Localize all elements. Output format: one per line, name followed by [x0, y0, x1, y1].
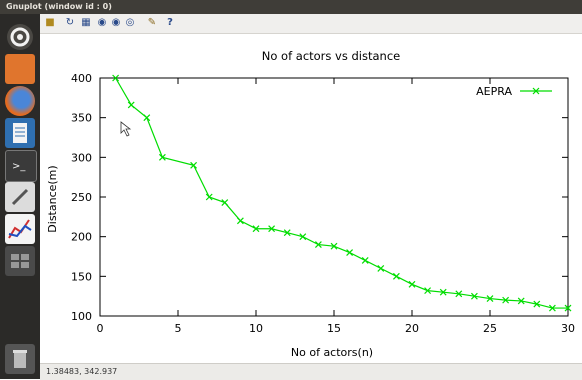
trash-icon[interactable] [5, 344, 35, 374]
x-tick-label: 30 [561, 322, 575, 335]
data-point [283, 229, 291, 237]
data-point [252, 225, 260, 233]
plot-frame [99, 77, 569, 317]
line-chart[interactable]: No of actors vs distance Distance(m) No … [40, 34, 582, 363]
grid-icon[interactable]: ▦ [81, 17, 91, 28]
gnuplot-icon[interactable] [5, 214, 35, 244]
data-point [158, 153, 166, 161]
data-point [236, 217, 244, 225]
x-tick-label: 20 [405, 322, 419, 335]
y-tick-label: 350 [71, 112, 92, 125]
data-point [112, 74, 120, 82]
terminal-icon[interactable]: >_ [5, 150, 37, 182]
ubuntu-dash-icon[interactable] [7, 24, 33, 50]
config-icon[interactable]: ✎ [147, 17, 157, 28]
replot-icon[interactable]: ↻ [65, 17, 75, 28]
data-point [439, 288, 447, 296]
firefox-icon[interactable] [5, 86, 35, 116]
autoscale-icon[interactable]: ◎ [125, 17, 135, 28]
data-point [533, 300, 541, 308]
data-point [564, 304, 572, 312]
gnuplot-toolbar: ■ ↻ ▦ ◉ ◉ ◎ ✎ ? [40, 14, 582, 34]
writer-icon[interactable] [5, 118, 35, 148]
y-tick-label: 200 [71, 231, 92, 244]
data-point [299, 233, 307, 241]
legend-label: AEPRA [476, 85, 512, 98]
data-point [455, 290, 463, 298]
data-point [205, 193, 213, 201]
copy-icon[interactable]: ■ [45, 17, 55, 28]
data-point [127, 101, 135, 109]
y-tick-label: 100 [71, 310, 92, 323]
y-tick-label: 150 [71, 270, 92, 283]
y-axis-label: Distance(m) [46, 165, 59, 232]
files-icon[interactable] [5, 54, 35, 84]
data-point [268, 225, 276, 233]
data-point [392, 272, 400, 280]
y-tick-label: 250 [71, 191, 92, 204]
chart-title: No of actors vs distance [262, 49, 401, 63]
x-tick-label: 15 [327, 322, 341, 335]
zoom-next-icon[interactable]: ◉ [111, 17, 121, 28]
data-point [517, 297, 525, 305]
x-tick-label: 25 [483, 322, 497, 335]
workspace-switcher-icon[interactable] [5, 246, 35, 276]
data-point [486, 295, 494, 302]
data-point [502, 296, 510, 304]
data-point [190, 161, 198, 169]
x-tick-label: 0 [97, 322, 104, 335]
window-titlebar: Gnuplot (window id : 0) [0, 0, 582, 14]
help-icon[interactable]: ? [167, 17, 173, 28]
y-tick-label: 300 [71, 151, 92, 164]
data-point [408, 280, 416, 288]
data-point [424, 287, 432, 295]
series-line-aepra [115, 77, 568, 309]
data-point [330, 242, 338, 250]
zoom-prev-icon[interactable]: ◉ [97, 17, 107, 28]
x-tick-label: 10 [249, 322, 263, 335]
data-point [377, 264, 385, 272]
mouse-cursor-icon [120, 121, 132, 137]
plot-area[interactable]: No of actors vs distance Distance(m) No … [40, 34, 582, 363]
status-bar: 1.38483, 342.937 [40, 363, 582, 380]
data-point [143, 114, 151, 122]
x-tick-label: 5 [175, 322, 182, 335]
data-point [221, 199, 229, 206]
data-point [470, 292, 478, 300]
data-point [314, 241, 322, 249]
legend-marker [532, 87, 540, 95]
data-point [548, 304, 556, 312]
text-editor-icon[interactable] [5, 182, 35, 212]
window-title: Gnuplot (window id : 0) [6, 2, 112, 11]
mouse-coordinates: 1.38483, 342.937 [46, 367, 118, 376]
data-point [361, 257, 369, 264]
svg-text:>_: >_ [12, 161, 26, 172]
x-axis-label: No of actors(n) [291, 346, 373, 359]
data-point [346, 249, 354, 256]
unity-launcher: >_ [0, 14, 40, 379]
y-tick-label: 400 [71, 72, 92, 85]
